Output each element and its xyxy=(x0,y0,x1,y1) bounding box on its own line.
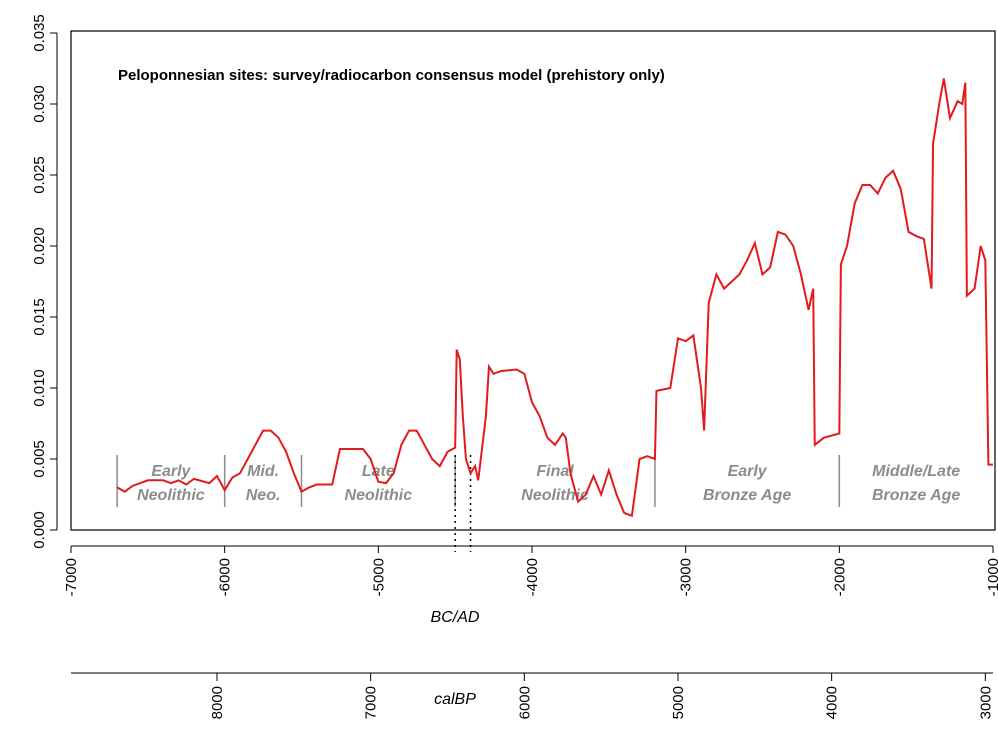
data-line xyxy=(116,78,993,518)
chart-title: Peloponnesian sites: survey/radiocarbon … xyxy=(118,67,665,84)
period-label: Neolithic xyxy=(345,487,413,504)
period-label: Neo. xyxy=(246,487,281,504)
period-label: Mid. xyxy=(247,463,279,480)
period-label: Late xyxy=(362,463,395,480)
plot-frame xyxy=(70,30,996,531)
y-tick-label: 0.020 xyxy=(31,227,48,265)
y-tick-label: 0.035 xyxy=(31,14,48,52)
x-tick-label: -3000 xyxy=(678,558,695,596)
period-label: Bronze Age xyxy=(703,487,791,504)
x-tick-label: -1000 xyxy=(985,558,998,596)
x-tick-label: -7000 xyxy=(63,558,80,596)
y-tick-label: 0.000 xyxy=(31,511,48,549)
x-tick-label: -6000 xyxy=(217,558,234,596)
x2-tick-label: 5000 xyxy=(670,686,687,719)
y-tick-label: 0.030 xyxy=(31,85,48,123)
x2-tick-label: 3000 xyxy=(977,686,994,719)
x2-axis-label: calBP xyxy=(434,691,476,708)
x-tick-label: -2000 xyxy=(831,558,848,596)
y-tick-label: 0.015 xyxy=(31,298,48,336)
period-label: Final xyxy=(536,463,574,480)
y-tick-label: 0.010 xyxy=(31,369,48,407)
x-tick-label: -5000 xyxy=(370,558,387,596)
x2-tick-label: 4000 xyxy=(824,686,841,719)
period-label: Middle/Late xyxy=(872,463,960,480)
y-tick-label: 0.025 xyxy=(31,156,48,194)
x2-tick-label: 8000 xyxy=(209,686,226,719)
period-label: Neolithic xyxy=(521,487,589,504)
period-label: Bronze Age xyxy=(872,487,960,504)
y-tick-label: 0.005 xyxy=(31,440,48,478)
x2-tick-label: 7000 xyxy=(363,686,380,719)
period-label: Early xyxy=(728,463,768,480)
x-tick-label: -4000 xyxy=(524,558,541,596)
x2-tick-label: 6000 xyxy=(516,686,533,719)
period-label: Early xyxy=(151,463,191,480)
period-label: Neolithic xyxy=(137,487,205,504)
x-axis-label: BC/AD xyxy=(431,609,480,626)
